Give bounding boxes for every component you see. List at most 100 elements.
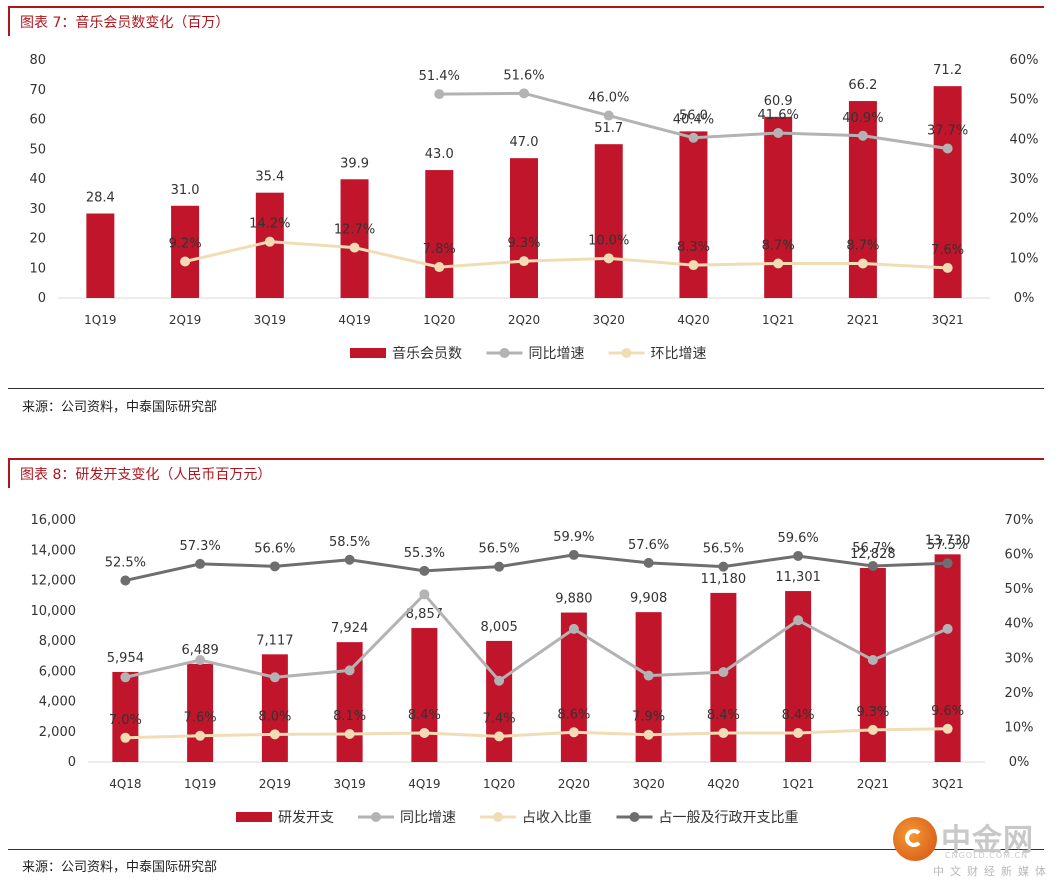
line-point [419,565,430,576]
line-point [643,670,654,681]
line-value-label: 59.6% [777,531,818,546]
line-point [344,554,355,565]
line-value-label: 8.3% [677,240,710,255]
figure-8-header: 图表 8：研发开支变化（人民币百万元） [8,458,1044,488]
line-point [942,558,953,569]
x-tick-label: 3Q19 [254,313,286,327]
line-point [793,550,804,561]
line-value-label: 9.3% [507,236,540,251]
line-point [718,667,729,678]
legend-marker [493,812,503,822]
line-point [568,727,579,738]
bar-value-label: 31.0 [171,183,200,198]
line-point [867,560,878,571]
series-line [125,727,948,740]
y-tick-label: 0 [68,755,76,770]
line-point [942,262,953,273]
line-value-label: 12.7% [334,223,375,238]
bar-value-label: 11,301 [775,570,821,585]
x-tick-label: 1Q21 [782,777,814,791]
x-tick-label: 3Q20 [593,313,625,327]
header-accent-bar [8,8,10,36]
legend-swatch [350,348,386,358]
x-tick-label: 4Q20 [707,777,739,791]
line-point [857,258,868,269]
line-point [773,127,784,138]
bar-value-label: 35.4 [255,170,284,185]
y2-tick-label: 70% [1005,513,1034,528]
x-tick-label: 2Q19 [259,777,291,791]
line-point [942,143,953,154]
x-tick-label: 3Q20 [632,777,664,791]
line-value-label: 41.6% [758,108,799,123]
x-tick-label: 3Q19 [333,777,365,791]
line-value-label: 57.6% [628,538,669,553]
line-point [195,730,206,741]
bar-value-label: 47.0 [510,135,539,150]
bar-value-label: 8,857 [406,607,443,622]
line-point [434,89,445,100]
bar-value-label: 28.4 [86,191,115,206]
line-point [434,262,445,273]
line-value-label: 8.0% [258,709,291,724]
line-value-label: 8.7% [762,238,795,253]
line-point [494,675,505,686]
y-tick-label: 80 [29,53,46,68]
legend-label: 同比增速 [400,810,456,826]
y-tick-label: 8,000 [39,634,76,649]
y2-tick-label: 10% [1010,251,1039,266]
line-point [793,615,804,626]
figure-7-header: 图表 7：音乐会员数变化（百万） [8,6,1044,36]
line-value-label: 7.6% [931,243,964,258]
line-point [269,729,280,740]
chart-rnd-expense: 0 2,000 4,000 6,000 8,000 10,000 12,000 14,000 1… [31,513,1034,826]
legend-marker [621,348,632,358]
line-value-label: 9.2% [169,237,202,252]
y2-tick-label: 60% [1010,53,1039,68]
line-point [643,557,654,568]
line-value-label: 8.4% [782,708,815,723]
y2-tick-label: 40% [1005,617,1034,632]
line-point [568,623,579,634]
figure-8-divider [8,849,1044,850]
x-tick-label: 1Q19 [84,313,116,327]
y-tick-label: 30 [29,202,46,217]
bar-value-label: 60.9 [764,94,793,109]
bar [340,179,369,298]
bar [261,654,288,762]
bar [112,671,139,762]
line-value-label: 7.6% [184,711,217,726]
line-value-label: 59.9% [553,530,594,545]
y-tick-label: 70 [29,83,46,98]
figure-8-source: 来源：公司资料，中泰国际研究部 [22,860,218,875]
line-point [349,242,360,253]
y-tick-label: 12,000 [31,574,77,589]
line-point [494,731,505,742]
y-tick-label: 6,000 [39,664,76,679]
bar [594,144,623,298]
watermark-url: CNGOLD.COM.CN [945,851,1029,860]
line-point [643,729,654,740]
line-value-label: 56.5% [478,542,519,557]
line-point [603,253,614,264]
line-point [688,260,699,271]
line-value-label: 7.4% [483,711,516,726]
line-point [264,236,275,247]
line-value-label: 51.4% [419,69,460,84]
chart-music-members: 0 10 20 30 40 50 60 70 80 0% 10% 20% 30% 40% 50% 60% 1Q1… [29,53,1039,362]
line-value-label: 14.2% [249,217,290,232]
y-tick-label: 4,000 [39,695,76,710]
y2-tick-label: 0% [1014,291,1035,306]
line-point [718,561,729,572]
y-tick-label: 20 [29,232,46,247]
line-value-label: 56.6% [254,541,295,556]
line-value-label: 55.3% [404,546,445,561]
bar-value-label: 7,117 [256,633,293,648]
x-tick-label: 2Q20 [508,313,540,327]
x-tick-label: 2Q19 [169,313,201,327]
legend-label: 环比增速 [651,346,707,362]
bar-value-label: 12,828 [850,547,896,562]
line-point [942,623,953,634]
line-value-label: 7.8% [423,242,456,257]
line-point [942,723,953,734]
